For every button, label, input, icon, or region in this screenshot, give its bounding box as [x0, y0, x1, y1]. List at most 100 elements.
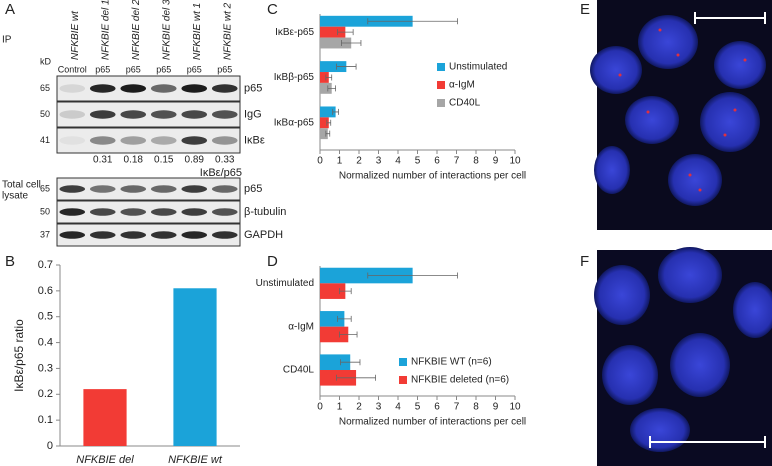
- band: [211, 110, 238, 119]
- bar: [320, 15, 413, 27]
- bar: [320, 37, 352, 49]
- band: [181, 136, 208, 145]
- blot-box: [56, 177, 241, 201]
- x-tick-label: 2: [356, 402, 362, 413]
- band: [59, 110, 86, 119]
- bar: [320, 326, 349, 343]
- x-tick-label: 10: [509, 156, 521, 167]
- band: [150, 110, 177, 119]
- x-tick-label: 6: [434, 402, 440, 413]
- error-bar: [367, 272, 458, 279]
- band: [181, 110, 208, 119]
- band: [150, 185, 177, 193]
- band: [181, 84, 208, 93]
- band: [181, 208, 208, 216]
- bar: [320, 61, 347, 73]
- y-tick-label: IκBα-p65: [274, 117, 315, 128]
- error-bar: [332, 108, 339, 115]
- blot-box: [56, 101, 241, 128]
- column-header: NFKBIE del 2: [131, 0, 142, 60]
- bar: [320, 26, 346, 38]
- lysate-label: Total cell: [2, 180, 41, 191]
- legend-label: CD40L: [449, 98, 481, 109]
- band: [59, 185, 86, 193]
- image-e: [590, 0, 772, 230]
- error-bar: [341, 40, 362, 47]
- x-tick-label: 6: [434, 156, 440, 167]
- band: [59, 208, 86, 216]
- band: [211, 185, 238, 193]
- ratio-label: IκBε/p65: [200, 167, 242, 179]
- blot-box: [56, 200, 241, 224]
- bar: [173, 288, 217, 446]
- error-bar: [337, 315, 352, 322]
- kd-value: 50: [40, 206, 50, 216]
- x-tick-label: 0: [317, 402, 323, 413]
- x-tick-label: NFKBIE wt: [168, 454, 223, 466]
- legend-label: Unstimulated: [449, 62, 507, 73]
- y-tick-label: 0: [47, 440, 53, 452]
- band: [211, 84, 238, 93]
- kd-value: 41: [40, 135, 50, 145]
- error-bar: [325, 74, 333, 81]
- kd-value: 37: [40, 229, 50, 239]
- error-bar: [327, 85, 336, 92]
- ratio: 0.89: [185, 155, 205, 166]
- band: [120, 231, 147, 239]
- legend-label: NFKBIE WT (n=6): [411, 357, 492, 368]
- bar: [320, 354, 351, 370]
- bar: [320, 72, 329, 83]
- legend-swatch: [437, 81, 445, 89]
- x-tick-label: 3: [376, 402, 382, 413]
- band: [89, 136, 116, 145]
- x-tick-label: 0: [317, 156, 323, 167]
- band: [150, 208, 177, 216]
- x-tick-label: 3: [376, 156, 382, 167]
- error-bar: [336, 374, 376, 381]
- row-label: IκBε: [244, 134, 265, 146]
- x-tick-label: 1: [337, 402, 343, 413]
- x-tick-label: 9: [493, 156, 499, 167]
- x-axis-label: Normalized number of interactions per ce…: [339, 171, 526, 182]
- y-tick-label: 0.7: [38, 259, 53, 271]
- column-header: NFKBIE wt: [70, 10, 81, 60]
- y-axis-label: IκBε/p65 ratio: [12, 319, 26, 392]
- y-tick-label: 0.3: [38, 362, 53, 374]
- y-tick-label: 0.2: [38, 388, 53, 400]
- legend-swatch: [437, 63, 445, 71]
- band: [150, 136, 177, 145]
- column-header: NFKBIE del 1: [100, 0, 111, 60]
- error-bar: [339, 288, 352, 295]
- x-tick-label: 2: [356, 156, 362, 167]
- ratio: 0.31: [93, 155, 113, 166]
- band: [59, 84, 86, 93]
- lane-label: p65: [95, 64, 110, 74]
- panel-label: A: [5, 1, 15, 18]
- lane-label: p65: [217, 64, 232, 74]
- band: [59, 231, 86, 239]
- x-tick-label: 4: [395, 156, 401, 167]
- bar: [320, 283, 346, 299]
- band: [211, 136, 238, 145]
- row-label: GAPDH: [244, 229, 283, 241]
- error-bar: [367, 18, 458, 25]
- band: [89, 185, 116, 193]
- panel-label: F: [580, 253, 589, 270]
- band: [150, 231, 177, 239]
- lane-label: p65: [156, 64, 171, 74]
- y-tick-label: 0.1: [38, 414, 53, 426]
- error-bar: [325, 130, 331, 137]
- blot-box: [56, 75, 241, 102]
- panel-label: E: [580, 1, 590, 18]
- band: [89, 231, 116, 239]
- row-label: β-tubulin: [244, 206, 286, 218]
- x-tick-label: 8: [473, 156, 479, 167]
- lane-label: p65: [126, 64, 141, 74]
- bar: [320, 117, 329, 129]
- image-f: [594, 247, 772, 466]
- kd-value: 65: [40, 83, 50, 93]
- y-tick-label: 0.4: [38, 336, 53, 348]
- y-tick-label: IκBε-p65: [275, 27, 314, 38]
- error-bar: [339, 331, 358, 338]
- bar: [320, 106, 336, 118]
